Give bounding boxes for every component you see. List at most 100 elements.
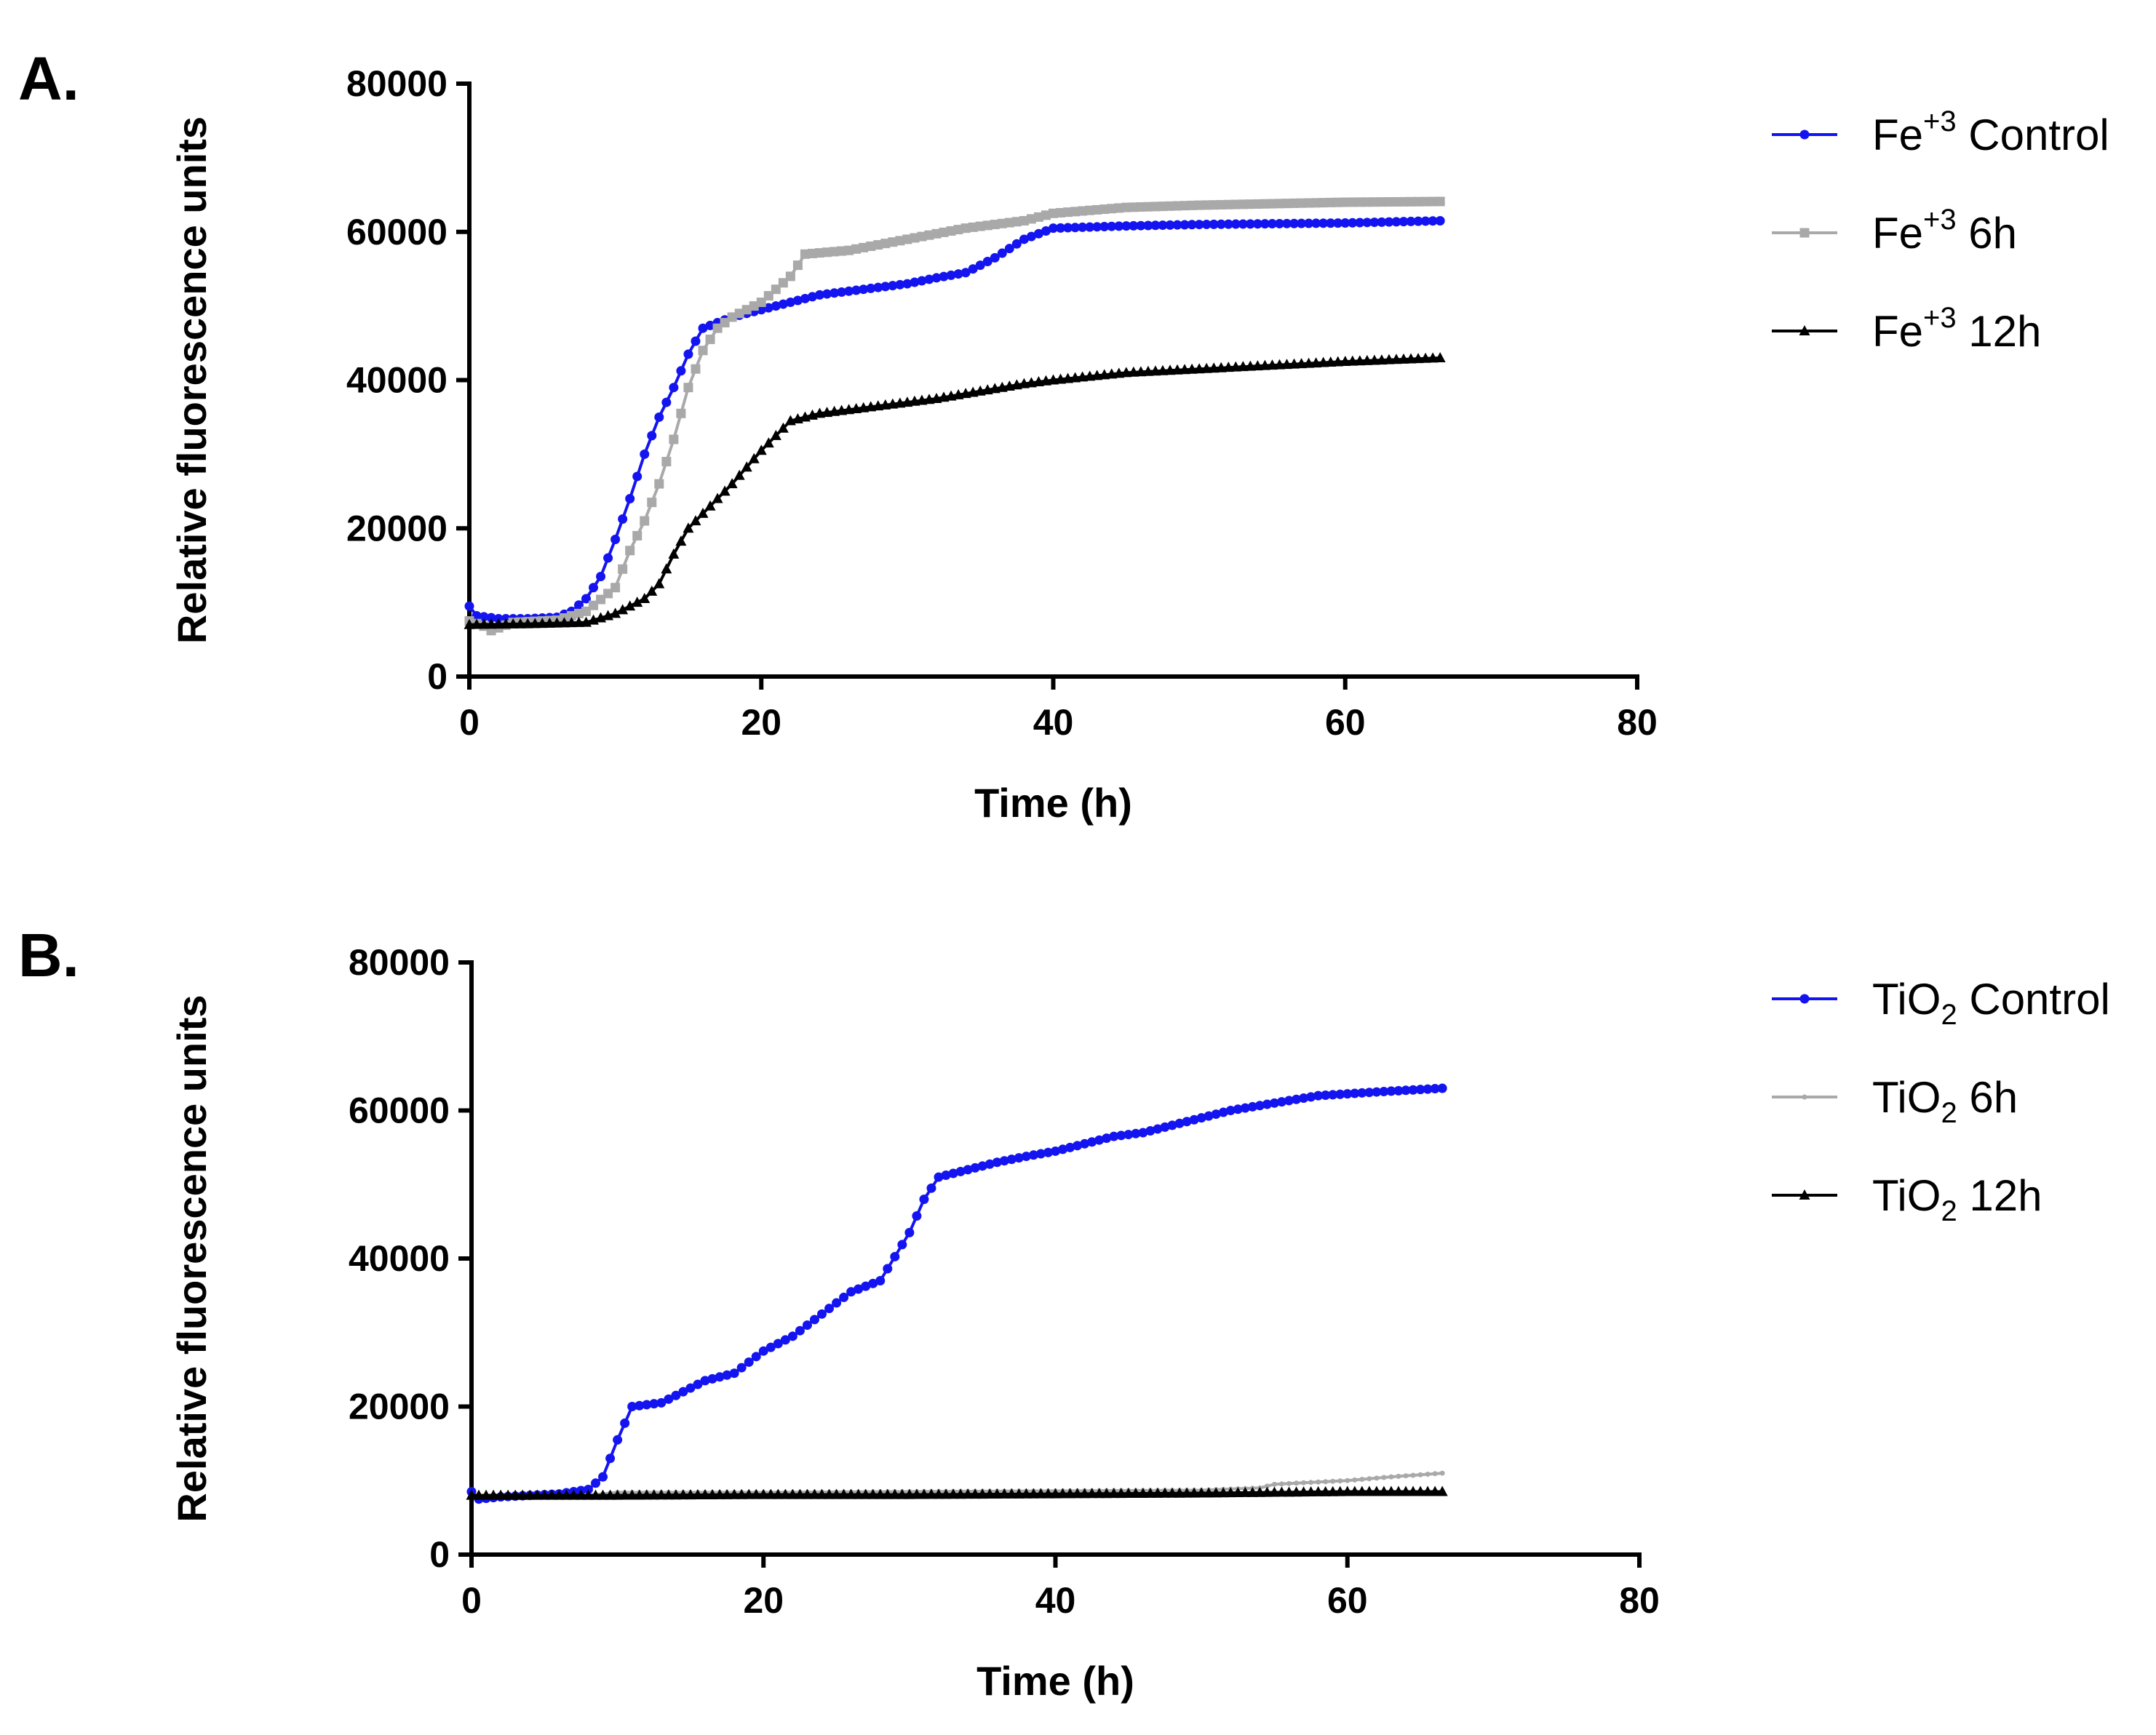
data-point	[807, 292, 817, 302]
data-point	[1388, 1474, 1394, 1480]
data-point	[1026, 231, 1036, 242]
data-point	[1114, 221, 1124, 231]
data-point	[815, 290, 824, 300]
data-point	[1415, 1485, 1426, 1496]
data-point	[625, 546, 635, 556]
data-point	[720, 318, 730, 328]
data-point	[830, 288, 840, 298]
data-point	[1058, 1144, 1068, 1154]
data-point	[1035, 1149, 1046, 1159]
data-point	[617, 604, 629, 615]
data-point	[560, 1489, 572, 1500]
data-point	[1240, 1103, 1250, 1113]
data-point	[466, 1489, 477, 1500]
data-point	[1172, 364, 1183, 375]
data-point	[1364, 1088, 1375, 1098]
data-point	[596, 571, 606, 581]
data-point	[480, 1489, 492, 1500]
data-point	[1359, 1477, 1365, 1483]
data-point	[1041, 210, 1051, 220]
data-point	[1101, 1488, 1113, 1499]
data-point	[1164, 364, 1176, 375]
data-point	[1274, 218, 1284, 228]
data-point	[641, 1489, 653, 1500]
data-point	[1153, 1124, 1163, 1134]
data-point	[683, 349, 693, 359]
data-point	[1215, 362, 1227, 372]
data-point	[1021, 1152, 1031, 1162]
data-point	[1244, 360, 1256, 371]
data-point	[1109, 1131, 1119, 1141]
data-point	[910, 233, 920, 243]
data-point	[648, 1489, 660, 1500]
data-point	[583, 1489, 594, 1500]
data-point	[1128, 366, 1139, 377]
data-point	[997, 218, 1007, 228]
data-point	[1278, 1481, 1284, 1487]
data-point	[1266, 359, 1278, 370]
y-axis-title: Relative fluorescence units	[169, 116, 215, 644]
data-point	[1011, 217, 1022, 227]
data-point	[509, 1489, 521, 1500]
data-point	[1289, 218, 1300, 228]
data-point	[1174, 1118, 1185, 1128]
data-point	[1216, 219, 1226, 229]
data-point	[741, 461, 752, 472]
data-point	[1210, 1487, 1222, 1498]
data-point	[931, 273, 942, 283]
data-point	[1348, 197, 1358, 207]
x-axis-title: Time (h)	[974, 780, 1132, 826]
data-point	[1413, 216, 1423, 226]
y-tick-label: 80000	[346, 63, 447, 104]
data-point	[1062, 372, 1074, 383]
data-point	[1084, 370, 1096, 381]
data-point	[1218, 1107, 1228, 1117]
data-point	[1305, 1486, 1317, 1497]
data-point	[895, 279, 905, 290]
data-point	[581, 606, 591, 616]
data-point	[832, 1298, 842, 1308]
data-point	[772, 1488, 784, 1499]
legend-item: TiO2 Control	[1772, 975, 2110, 1031]
data-point	[895, 236, 905, 246]
data-point	[750, 1488, 762, 1499]
data-point	[939, 227, 949, 237]
data-point	[626, 1489, 638, 1500]
data-point	[1166, 1487, 1178, 1498]
data-point	[1415, 1085, 1425, 1095]
data-point	[573, 616, 584, 627]
data-point	[1057, 1488, 1069, 1499]
data-point	[598, 1472, 608, 1482]
data-point	[1376, 354, 1388, 365]
data-point	[1313, 1090, 1324, 1101]
data-point	[1079, 1488, 1091, 1499]
data-point	[1063, 207, 1073, 218]
data-point	[1072, 1488, 1083, 1499]
data-point	[1204, 1111, 1214, 1121]
data-point	[851, 285, 862, 295]
data-point	[1245, 199, 1255, 210]
data-point	[654, 479, 664, 489]
y-tick-label: 20000	[349, 1387, 450, 1427]
data-point	[1308, 1480, 1314, 1485]
data-point	[1435, 196, 1445, 207]
data-point	[794, 1488, 805, 1499]
x-tick-label: 40	[1033, 702, 1074, 743]
data-point	[565, 617, 577, 628]
data-point	[1428, 216, 1438, 226]
data-point	[677, 1489, 689, 1500]
data-point	[1193, 363, 1205, 374]
data-point	[1225, 1487, 1236, 1498]
data-point	[1078, 206, 1088, 216]
data-point	[1246, 1486, 1258, 1497]
data-point	[1304, 198, 1314, 208]
data-point	[1401, 1085, 1411, 1096]
data-point	[573, 608, 584, 618]
data-point	[635, 1400, 645, 1411]
data-point	[795, 1325, 805, 1336]
data-point	[1301, 1480, 1307, 1485]
data-point	[1107, 221, 1117, 231]
data-point	[1160, 1122, 1170, 1132]
data-point	[464, 618, 475, 629]
legend-marker	[1802, 1094, 1807, 1100]
